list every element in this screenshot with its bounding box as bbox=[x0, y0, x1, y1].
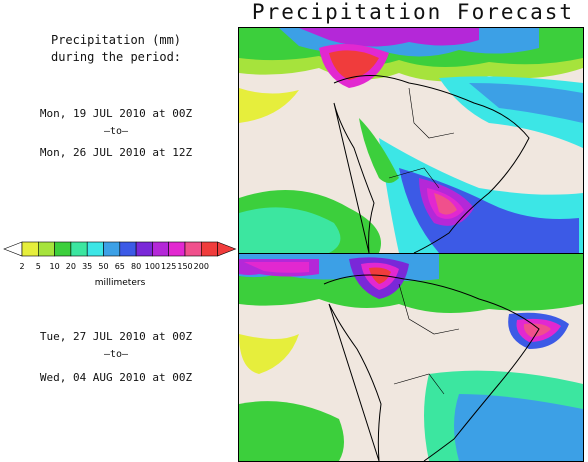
legend-color-box bbox=[201, 241, 218, 257]
period2-end: Wed, 04 AUG 2010 at 00Z bbox=[39, 371, 193, 384]
legend-over-arrow bbox=[217, 241, 237, 257]
precip-zone bbox=[239, 401, 344, 461]
coastline bbox=[323, 274, 540, 461]
legend-tick-label: 125 bbox=[161, 262, 176, 271]
legend-color-box bbox=[70, 241, 88, 257]
precipitation-map-2 bbox=[239, 254, 583, 461]
legend-color-box bbox=[86, 241, 104, 257]
legend-tick-label: 50 bbox=[98, 262, 108, 271]
country-borders bbox=[393, 283, 460, 395]
legend-tick-label: 65 bbox=[115, 262, 125, 271]
legend-tick-label: 20 bbox=[66, 262, 76, 271]
description: Precipitation (mm) during the period: bbox=[0, 32, 232, 66]
period1-sep: –to– bbox=[103, 126, 129, 137]
precip-zone bbox=[239, 88, 299, 123]
legend-color-box bbox=[184, 241, 202, 257]
legend-color-box bbox=[37, 241, 55, 257]
legend-tick-label: 2 bbox=[19, 262, 24, 271]
legend-color-box bbox=[135, 241, 153, 257]
legend-color-box bbox=[54, 241, 72, 257]
legend-tick-label: 35 bbox=[82, 262, 92, 271]
precipitation-map-1 bbox=[239, 28, 583, 253]
period1-start: Mon, 19 JUL 2010 at 00Z bbox=[39, 107, 193, 120]
precip-zone bbox=[434, 193, 457, 215]
legend-color-box bbox=[168, 241, 186, 257]
legend-under-arrow bbox=[3, 241, 23, 257]
legend-tick-label: 150 bbox=[177, 262, 192, 271]
precip-zone bbox=[469, 83, 583, 123]
description-line-2: during the period: bbox=[50, 50, 182, 64]
precip-zone bbox=[523, 323, 551, 337]
legend-tick-label: 10 bbox=[50, 262, 60, 271]
legend-color-box bbox=[119, 241, 137, 257]
precip-zone bbox=[239, 207, 341, 253]
map-panel-period1 bbox=[238, 27, 584, 254]
legend-color-box bbox=[152, 241, 169, 257]
legend-tick-label: 5 bbox=[36, 262, 41, 271]
map-panel-period2 bbox=[238, 253, 584, 462]
color-legend: 2 5 10 20 35 50 65 80 100 125 150 200 millimeters bbox=[3, 241, 237, 288]
legend-color-box bbox=[21, 241, 39, 257]
precip-zone bbox=[329, 50, 379, 80]
country-borders bbox=[388, 87, 455, 189]
precip-zone bbox=[244, 262, 309, 273]
legend-tick-label: 200 bbox=[194, 262, 209, 271]
precip-zone bbox=[359, 118, 399, 183]
coastline bbox=[333, 75, 530, 253]
precip-zone bbox=[239, 334, 299, 374]
chart-title: Precipitation Forecast bbox=[251, 0, 575, 24]
legend-tick-label: 80 bbox=[131, 262, 141, 271]
period2-start: Tue, 27 JUL 2010 at 00Z bbox=[39, 330, 193, 343]
legend-color-box bbox=[103, 241, 121, 257]
period1-end: Mon, 26 JUL 2010 at 12Z bbox=[39, 146, 193, 159]
legend-unit-label: millimeters bbox=[95, 278, 146, 288]
precip-zone bbox=[454, 394, 583, 461]
precip-zone bbox=[299, 28, 479, 47]
legend-tick-label: 100 bbox=[145, 262, 160, 271]
period2-sep: –to– bbox=[103, 349, 129, 360]
description-line-1: Precipitation (mm) bbox=[50, 33, 182, 47]
